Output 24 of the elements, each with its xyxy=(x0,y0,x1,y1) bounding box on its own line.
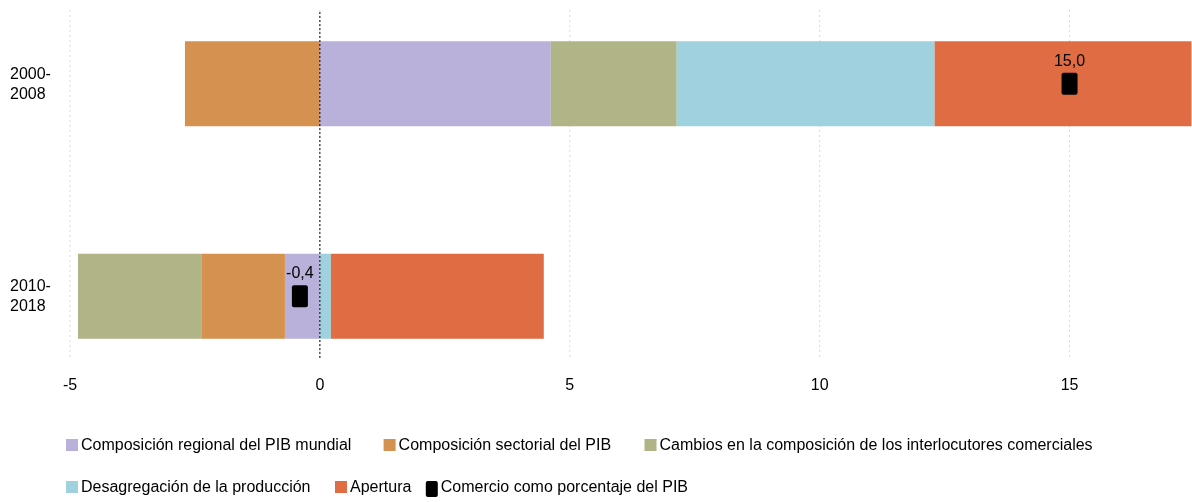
data-label: -0,4 xyxy=(286,264,314,282)
legend-label: Composición regional del PIB mundial xyxy=(81,436,352,453)
x-tick-label: 15 xyxy=(1060,376,1079,393)
legend-label: Desagregación de la producción xyxy=(81,478,311,495)
y-tick-label: 2000-2008 xyxy=(10,64,51,102)
bar xyxy=(676,41,935,127)
bar xyxy=(184,41,320,127)
bar xyxy=(319,41,551,127)
x-tick-label: 10 xyxy=(810,376,829,393)
x-tick-label: -5 xyxy=(62,376,78,393)
legend-label: Cambios en la composición de los interlocutores comerciales xyxy=(659,436,1093,453)
bar xyxy=(201,253,285,339)
x-tick-label: 0 xyxy=(315,376,325,393)
x-tick-label: 5 xyxy=(565,376,575,393)
y-tick-label: 2010-2018 xyxy=(10,277,51,315)
bar xyxy=(78,253,202,339)
bar xyxy=(550,41,677,127)
bar xyxy=(330,253,544,339)
legend-label: Composición sectorial del PIB xyxy=(398,436,612,453)
data-label: 15,0 xyxy=(1053,51,1086,69)
bar xyxy=(319,253,331,339)
legend-label: Apertura xyxy=(350,478,412,495)
legend-label: Comercio como porcentaje del PIB xyxy=(440,478,689,495)
bar xyxy=(934,41,1192,127)
